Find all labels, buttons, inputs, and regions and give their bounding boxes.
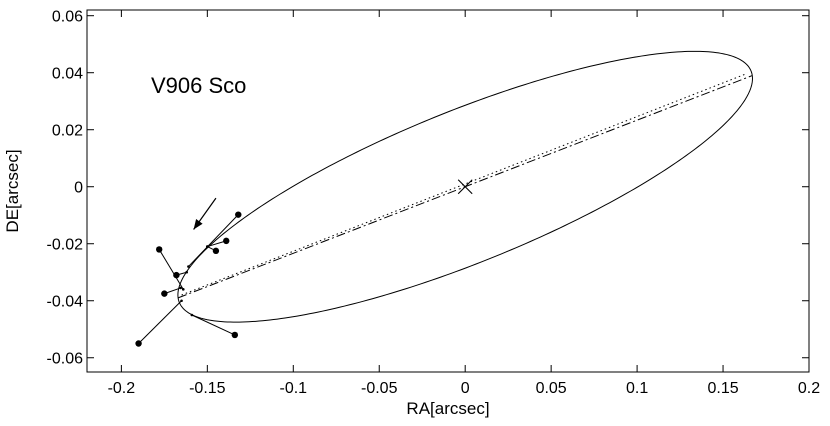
x-tick-label: 0 (461, 380, 470, 397)
residual-line (188, 214, 239, 267)
y-axis-label: DE[arcsec] (3, 149, 22, 232)
y-axis: -0.06 -0.04 -0.02 0 0.02 0.04 0.06 (47, 9, 809, 368)
x-tick-label: 0.05 (536, 380, 567, 397)
observation-point (223, 237, 230, 245)
x-tick-label: 0.1 (626, 380, 648, 397)
arrow-head (193, 219, 203, 230)
residual-line (158, 249, 184, 290)
x-tick-label: -0.2 (108, 380, 136, 397)
residual-lines (138, 214, 239, 344)
model-position-dot (187, 265, 190, 268)
primary-star-marker (457, 179, 473, 195)
primary-cross-stroke (457, 179, 473, 195)
observation-points (135, 211, 242, 347)
observation-point (173, 271, 180, 279)
y-tick-label: 0.04 (52, 66, 83, 83)
x-tick-label: -0.1 (279, 380, 307, 397)
y-tick-label: -0.02 (47, 237, 84, 254)
motion-direction-arrow (193, 197, 217, 230)
model-position-dot (180, 299, 183, 303)
y-tick-label: 0 (74, 180, 83, 197)
observation-point (235, 211, 242, 218)
observation-point (156, 246, 163, 253)
model-position-dot (181, 288, 185, 291)
y-tick-label: 0.06 (52, 9, 83, 26)
x-axis-label: RA[arcsec] (406, 399, 489, 418)
residual-line (207, 240, 227, 248)
x-tick-label: -0.05 (361, 380, 398, 397)
star-name-label: V906 Sco (151, 73, 246, 98)
y-tick-label: 0.02 (52, 123, 83, 140)
residual-line (191, 314, 236, 336)
model-position-dot (179, 286, 182, 290)
model-position-dot (190, 313, 194, 317)
observation-point (212, 247, 220, 255)
observation-point (135, 340, 142, 347)
observation-point (161, 290, 168, 297)
y-tick-label: -0.06 (47, 351, 84, 368)
y-tick-label: -0.04 (47, 294, 84, 311)
x-tick-label: 0.2 (798, 380, 820, 397)
plot-frame (86, 9, 810, 373)
x-axis: -0.2 -0.15 -0.1 -0.05 0 0.05 0.1 0.15 0.2 (108, 10, 820, 397)
model-position-dot (185, 270, 189, 274)
residual-line (138, 300, 182, 344)
x-tick-label: 0.15 (707, 380, 738, 397)
x-tick-label: -0.15 (189, 380, 226, 397)
observation-point (231, 331, 239, 339)
